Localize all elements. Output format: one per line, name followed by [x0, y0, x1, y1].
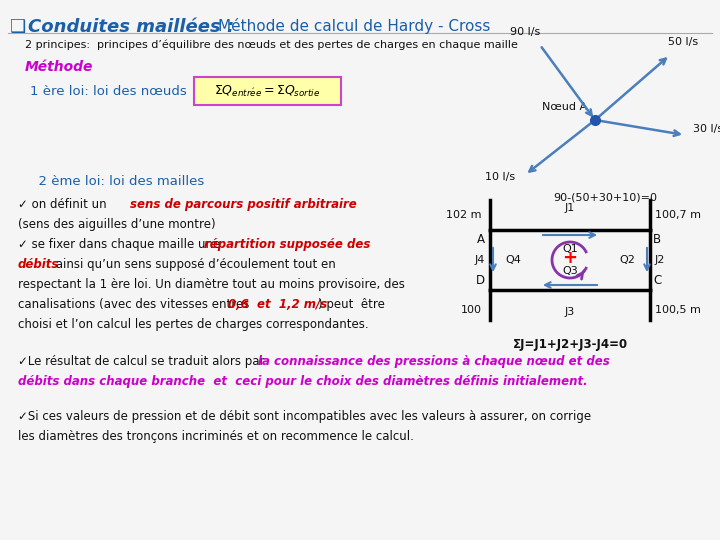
Text: ✓Le résultat de calcul se traduit alors par: ✓Le résultat de calcul se traduit alors … [18, 355, 269, 368]
Text: J4: J4 [474, 255, 485, 265]
Text: 30 l/s: 30 l/s [693, 124, 720, 134]
Text: J3: J3 [565, 307, 575, 317]
Text: ainsi qu’un sens supposé d’écoulement tout en: ainsi qu’un sens supposé d’écoulement to… [52, 258, 336, 271]
Text: la connaissance des pressions à chaque nœud et des: la connaissance des pressions à chaque n… [258, 355, 610, 368]
Text: Q2: Q2 [619, 255, 635, 265]
Text: A: A [477, 233, 485, 246]
Text: (sens des aiguilles d’une montre): (sens des aiguilles d’une montre) [18, 218, 215, 231]
Text: Q4: Q4 [505, 255, 521, 265]
Text: $\Sigma Q_{entr\acute{e}e} = \Sigma Q_{sortie}$: $\Sigma Q_{entr\acute{e}e} = \Sigma Q_{s… [214, 84, 320, 98]
Text: C: C [653, 274, 661, 287]
Text: 1 ère loi: loi des nœuds: 1 ère loi: loi des nœuds [30, 85, 186, 98]
Text: 2 ème loi: loi des mailles: 2 ème loi: loi des mailles [30, 175, 204, 188]
Text: Nœud A: Nœud A [542, 102, 587, 112]
Text: choisi et l’on calcul les pertes de charges correspondantes.: choisi et l’on calcul les pertes de char… [18, 318, 369, 331]
Text: J2: J2 [655, 255, 665, 265]
Text: B: B [653, 233, 661, 246]
Text: Q1: Q1 [562, 244, 578, 254]
Text: +: + [562, 249, 577, 267]
Text: ΣJ=J1+J2+J3-J4=0: ΣJ=J1+J2+J3-J4=0 [513, 338, 628, 351]
Text: répartition supposée des: répartition supposée des [204, 238, 370, 251]
Text: 0,6  et  1,2 m/s: 0,6 et 1,2 m/s [228, 298, 328, 311]
Text: 100: 100 [461, 305, 482, 315]
Text: Q3: Q3 [562, 266, 578, 276]
Text: Méthode: Méthode [25, 60, 94, 74]
FancyBboxPatch shape [194, 77, 341, 105]
Text: Conduites maillées :: Conduites maillées : [28, 18, 240, 36]
Text: canalisations (avec des vitesses entres: canalisations (avec des vitesses entres [18, 298, 253, 311]
Text: Méthode de calcul de Hardy - Cross: Méthode de calcul de Hardy - Cross [218, 18, 490, 34]
Text: 2 principes:  principes d’équilibre des nœuds et des pertes de charges en chaque: 2 principes: principes d’équilibre des n… [25, 40, 518, 51]
Text: 50 l/s: 50 l/s [668, 37, 698, 47]
Text: 100,7 m: 100,7 m [655, 210, 701, 220]
Text: les diamètres des tronçons incriminés et on recommence le calcul.: les diamètres des tronçons incriminés et… [18, 430, 414, 443]
Text: respectant la 1 ère loi. Un diamètre tout au moins provisoire, des: respectant la 1 ère loi. Un diamètre tou… [18, 278, 405, 291]
Text: 90 l/s: 90 l/s [510, 27, 540, 37]
Text: 10 l/s: 10 l/s [485, 172, 515, 182]
Text: ✓ on définit un: ✓ on définit un [18, 198, 110, 211]
Text: débits: débits [18, 258, 59, 271]
Text: sens de parcours positif arbitraire: sens de parcours positif arbitraire [130, 198, 356, 211]
Text: ) peut  être: ) peut être [318, 298, 385, 311]
Text: ❑: ❑ [10, 18, 26, 36]
Text: 90-(50+30+10)=0: 90-(50+30+10)=0 [553, 192, 657, 202]
Text: J1: J1 [565, 203, 575, 213]
Text: 102 m: 102 m [446, 210, 482, 220]
Text: 100,5 m: 100,5 m [655, 305, 701, 315]
Text: ✓Si ces valeurs de pression et de débit sont incompatibles avec les valeurs à as: ✓Si ces valeurs de pression et de débit … [18, 410, 591, 423]
Text: D: D [476, 274, 485, 287]
Text: débits dans chaque branche  et  ceci pour le choix des diamètres définis initial: débits dans chaque branche et ceci pour … [18, 375, 588, 388]
Text: ✓ se fixer dans chaque maille une: ✓ se fixer dans chaque maille une [18, 238, 224, 251]
